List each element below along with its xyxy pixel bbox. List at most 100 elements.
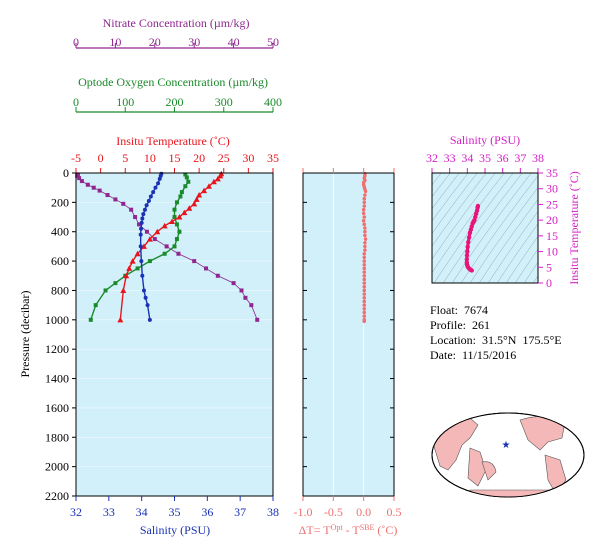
nitrate-point bbox=[164, 244, 169, 249]
temperature-point bbox=[161, 222, 168, 229]
oxygen-point bbox=[172, 207, 177, 212]
density-contour bbox=[432, 173, 478, 234]
tick-label: 32 bbox=[426, 151, 438, 165]
temperature-point bbox=[201, 187, 208, 194]
oxygen-point bbox=[113, 281, 118, 286]
delta-point bbox=[363, 233, 367, 238]
oxygen-axis-ticks: 0 100 200 300 400 bbox=[73, 95, 282, 113]
tick-label: 0.0 bbox=[356, 505, 371, 519]
density-contour bbox=[432, 173, 460, 210]
delta-point bbox=[362, 319, 367, 324]
tick-label: 33 bbox=[103, 505, 115, 519]
nitrate-point bbox=[79, 179, 84, 184]
tick-label: 37 bbox=[514, 151, 526, 165]
salinity-point bbox=[139, 220, 144, 225]
nitrate-point bbox=[91, 185, 96, 190]
oxygen-point bbox=[179, 190, 184, 195]
temperature-point bbox=[126, 265, 133, 271]
delta-point bbox=[362, 262, 367, 267]
temperature-point bbox=[169, 218, 176, 224]
ts-point bbox=[464, 257, 470, 262]
tick-label: 5 bbox=[122, 151, 128, 165]
tick-label: 200 bbox=[166, 95, 184, 109]
delta-point bbox=[361, 207, 366, 212]
delta-point bbox=[362, 314, 367, 318]
salinity-point bbox=[138, 232, 143, 237]
delta-point bbox=[363, 240, 367, 245]
salinity-point bbox=[139, 226, 144, 231]
temperature-point bbox=[181, 209, 188, 216]
oxygen-point bbox=[162, 251, 167, 256]
salinity-point bbox=[141, 212, 146, 217]
pressure-axis-label: Pressure (decibar) bbox=[18, 291, 32, 378]
delta-point bbox=[362, 200, 367, 205]
delta-point bbox=[362, 292, 367, 296]
profile-panel-background bbox=[75, 172, 274, 497]
delta-axis-ticks: -1.0 -0.5 0.0 0.5 bbox=[294, 168, 402, 519]
oxygen-point bbox=[103, 288, 108, 293]
tick-label: 400 bbox=[51, 225, 69, 239]
ts-panel: Salinity (PSU) 32 33 34 35 36 37 38 0 510 15 20 25… bbox=[426, 133, 581, 290]
density-contour bbox=[460, 175, 538, 283]
salinity-point bbox=[146, 198, 151, 203]
profile-panel bbox=[75, 170, 274, 497]
delta-point bbox=[362, 310, 367, 315]
temperature-point bbox=[214, 175, 221, 182]
tick-label: 25 bbox=[546, 197, 558, 211]
oxygen-point bbox=[88, 317, 93, 322]
nitrate-point bbox=[129, 207, 134, 212]
delta-point bbox=[362, 270, 367, 274]
ts-salinity-label: Salinity (PSU) bbox=[450, 133, 520, 147]
temperature-axis-label: Insitu Temperature (˚C) bbox=[116, 134, 230, 148]
temperature-point bbox=[134, 250, 141, 257]
temperature-point bbox=[120, 287, 127, 293]
oxygen-point bbox=[186, 179, 191, 184]
temperature-point bbox=[193, 196, 200, 202]
salinity-point bbox=[147, 317, 152, 322]
tick-label: 5 bbox=[546, 260, 552, 274]
delta-panel bbox=[302, 171, 395, 497]
tick-label: 35 bbox=[546, 166, 558, 180]
location-line: Location: 31.5°N 175.5°E bbox=[430, 333, 562, 347]
nitrate-point bbox=[215, 273, 220, 278]
tick-label: 34 bbox=[461, 151, 473, 165]
delta-point bbox=[362, 307, 367, 311]
ts-point bbox=[467, 230, 473, 235]
temperature-point bbox=[117, 316, 124, 323]
tick-label: 0.5 bbox=[387, 505, 402, 519]
nitrate-point bbox=[121, 201, 126, 206]
nitrate-point bbox=[137, 222, 142, 227]
float-location-star-icon: ★ bbox=[502, 440, 511, 451]
delta-point bbox=[363, 189, 368, 194]
tick-label: 10 bbox=[109, 35, 121, 49]
oxygen-point bbox=[172, 215, 177, 220]
tick-label: 40 bbox=[228, 35, 240, 49]
nitrate-point bbox=[176, 251, 181, 256]
ts-point bbox=[464, 253, 470, 258]
density-contour bbox=[505, 235, 538, 283]
tick-label: 38 bbox=[267, 505, 279, 519]
density-contour bbox=[523, 261, 538, 283]
nitrate-point bbox=[231, 281, 236, 286]
salinity-point bbox=[140, 273, 145, 278]
delta-point bbox=[362, 204, 367, 208]
density-contours bbox=[432, 173, 538, 283]
density-contour bbox=[432, 173, 451, 198]
nitrate-point bbox=[77, 176, 82, 181]
temperature-point bbox=[191, 200, 198, 207]
delta-point bbox=[362, 259, 367, 263]
nitrate-point bbox=[113, 197, 118, 202]
delta-point bbox=[362, 295, 367, 300]
tick-label: 20 bbox=[546, 213, 558, 227]
oxygen-axis-label: Optode Oxygen Concentration (µm/kg) bbox=[78, 75, 268, 89]
oxygen-point bbox=[183, 172, 188, 177]
oxygen-point bbox=[174, 237, 179, 242]
delta-point bbox=[362, 303, 367, 307]
nitrate-point bbox=[239, 288, 244, 293]
float-line: Float: 7674 bbox=[430, 303, 489, 317]
delta-point bbox=[363, 229, 367, 234]
nitrate-axis: Nitrate Concentration (µm/kg) 0 10 20 30 40 5… bbox=[73, 16, 279, 49]
density-contour bbox=[432, 173, 496, 260]
ts-point bbox=[466, 239, 471, 245]
tick-label: 38 bbox=[532, 151, 544, 165]
